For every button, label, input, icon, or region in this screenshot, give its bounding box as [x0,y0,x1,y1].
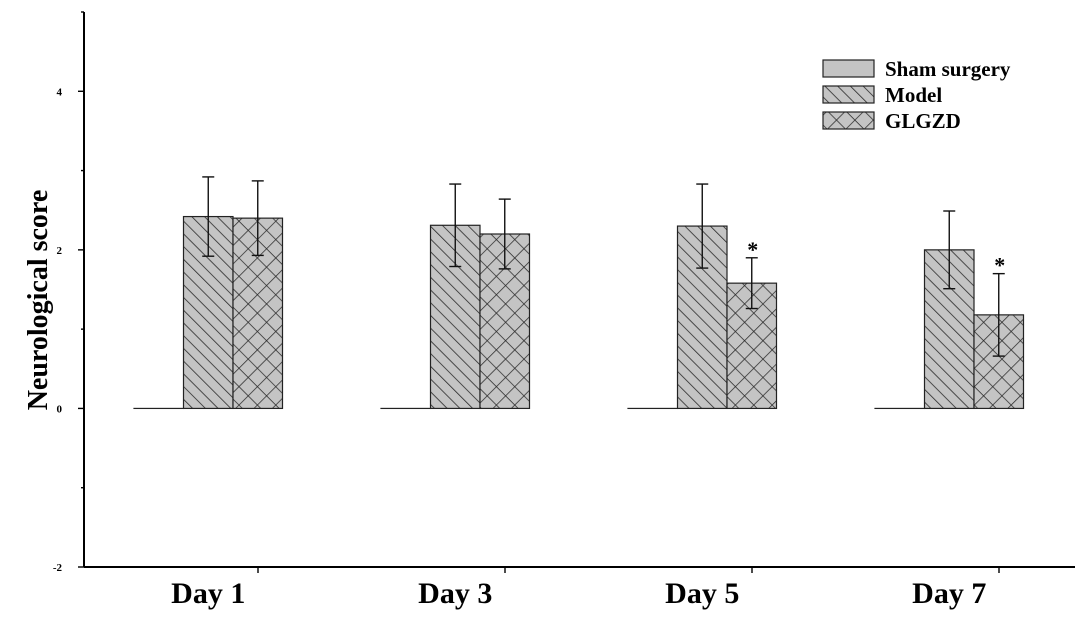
legend-label: Model [885,83,942,107]
legend-label: Sham surgery [885,57,1011,81]
legend-label: GLGZD [885,109,961,133]
x-category-label: Day 7 [912,577,986,610]
significance-marker: * [994,253,1005,278]
legend-swatch [822,85,875,104]
plot-area: -2 0 2 4 Day 1 Day 3 Day 5 Day 7 * * [53,11,1075,610]
y-tick-label: 0 [57,403,63,415]
x-category-label: Day 1 [171,577,245,610]
x-category-label: Day 5 [665,577,739,610]
legend-swatch [822,59,875,78]
legend-swatch [822,111,875,130]
y-tick-label: 4 [57,86,63,98]
y-tick-label: -2 [53,562,63,574]
x-category-label: Day 3 [418,577,492,610]
y-axis-label: Neurological score [23,190,54,411]
y-tick-label: 2 [57,245,63,257]
significance-marker: * [747,237,758,262]
